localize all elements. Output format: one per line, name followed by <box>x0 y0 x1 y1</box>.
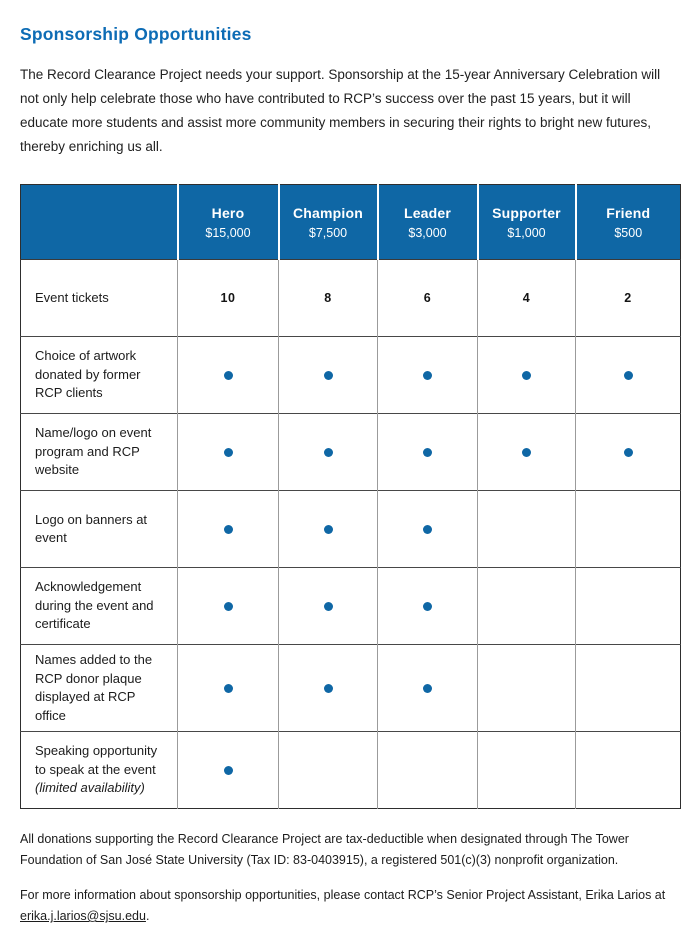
page-title: Sponsorship Opportunities <box>20 24 252 44</box>
benefit-included-cell <box>278 490 378 568</box>
benefit-included-cell <box>177 731 279 809</box>
benefit-included-cell <box>278 567 378 645</box>
benefit-empty-cell <box>278 731 378 809</box>
benefit-included-cell <box>377 490 478 568</box>
intro-paragraph: The Record Clearance Project needs your … <box>20 67 661 154</box>
benefit-included-cell <box>377 413 478 491</box>
contact-text-prefix: For more information about sponsorship o… <box>20 888 666 902</box>
benefit-included-cell <box>575 413 681 491</box>
tier-header-blank <box>20 184 179 260</box>
tier-amount: $15,000 <box>205 225 251 240</box>
benefit-label: Choice of artwork donated by former RCP … <box>20 336 178 414</box>
included-dot-icon <box>423 448 432 458</box>
benefit-label: Logo on banners at event <box>20 490 178 568</box>
included-dot-icon <box>223 766 233 776</box>
contact-email-link[interactable]: erika.j.larios@sjsu.edu <box>20 909 146 923</box>
benefit-included-cell <box>477 336 576 414</box>
benefit-included-cell <box>177 413 279 491</box>
benefit-value-cell: 10 <box>177 259 279 337</box>
benefit-empty-cell <box>477 490 576 568</box>
benefit-included-cell <box>177 336 279 414</box>
tier-amount: $7,500 <box>308 225 348 240</box>
benefit-included-cell <box>278 413 378 491</box>
included-dot-icon <box>522 448 531 458</box>
benefits-table-body: Event tickets 10 8 6 4 2 Choice of artwork don… <box>20 259 681 809</box>
table-row: Event tickets 10 8 6 4 2 <box>20 259 681 337</box>
benefit-empty-cell <box>575 731 681 809</box>
sponsorship-benefits-table: Hero $15,000 Champion $7,500 Leader $3,000 Sup… <box>20 184 681 809</box>
benefit-included-cell <box>177 490 279 568</box>
tier-amount: $500 <box>614 225 643 240</box>
benefit-included-cell <box>477 413 576 491</box>
tier-amount: $1,000 <box>507 225 546 240</box>
tier-header-champion: Champion $7,500 <box>278 184 379 260</box>
included-dot-icon <box>623 448 633 458</box>
included-dot-icon <box>423 525 432 535</box>
included-dot-icon <box>323 684 333 694</box>
benefit-empty-cell <box>477 644 576 732</box>
tier-name: Supporter <box>492 204 561 221</box>
benefit-label: Speaking opportunity to speak at the eve… <box>20 731 178 809</box>
included-dot-icon <box>223 684 233 694</box>
table-row: Logo on banners at event <box>20 490 681 568</box>
benefit-label: Name/logo on event program and RCP websi… <box>20 413 178 491</box>
tier-header-row: Hero $15,000 Champion $7,500 Leader $3,000 Sup… <box>20 184 681 260</box>
contact-paragraph: For more information about sponsorship o… <box>20 885 680 927</box>
tier-name: Hero <box>211 204 245 221</box>
benefit-empty-cell <box>575 644 681 732</box>
included-dot-icon <box>323 602 333 612</box>
benefit-included-cell <box>377 644 478 732</box>
tier-header-leader: Leader $3,000 <box>377 184 479 260</box>
benefit-empty-cell <box>377 731 478 809</box>
tier-header-hero: Hero $15,000 <box>177 184 280 260</box>
included-dot-icon <box>323 448 333 458</box>
benefit-label: Event tickets <box>20 259 178 337</box>
benefit-value-cell: 2 <box>575 259 681 337</box>
tier-name: Champion <box>292 204 364 221</box>
tier-name: Friend <box>606 204 651 221</box>
benefit-included-cell <box>278 644 378 732</box>
table-row: Names added to the RCP donor plaque disp… <box>20 644 681 732</box>
included-dot-icon <box>223 448 233 458</box>
benefit-value-cell: 8 <box>278 259 378 337</box>
tax-deductible-note: All donations supporting the Record Clea… <box>20 832 629 867</box>
benefit-value-cell: 4 <box>477 259 576 337</box>
included-dot-icon <box>522 371 531 381</box>
included-dot-icon <box>423 602 432 612</box>
benefit-label: Acknowledgement during the event and cer… <box>20 567 178 645</box>
included-dot-icon <box>223 602 233 612</box>
included-dot-icon <box>223 371 233 381</box>
tier-name: Leader <box>403 204 452 221</box>
included-dot-icon <box>323 525 333 535</box>
benefit-included-cell <box>177 567 279 645</box>
benefit-empty-cell <box>575 567 681 645</box>
included-dot-icon <box>223 525 233 535</box>
included-dot-icon <box>423 684 432 694</box>
benefit-empty-cell <box>477 567 576 645</box>
included-dot-icon <box>423 371 432 381</box>
benefit-included-cell <box>575 336 681 414</box>
benefit-included-cell <box>278 336 378 414</box>
benefit-empty-cell <box>575 490 681 568</box>
benefit-note: (limited availability) <box>35 780 145 796</box>
benefit-included-cell <box>377 336 478 414</box>
table-row: Name/logo on event program and RCP websi… <box>20 413 681 491</box>
contact-text-suffix: . <box>145 909 150 923</box>
benefit-included-cell <box>177 644 279 732</box>
benefit-empty-cell <box>477 731 576 809</box>
table-row: Speaking opportunity to speak at the eve… <box>20 731 681 809</box>
tier-header-friend: Friend $500 <box>575 184 681 260</box>
tier-amount: $3,000 <box>408 225 447 240</box>
table-row: Choice of artwork donated by former RCP … <box>20 336 681 414</box>
tier-header-supporter: Supporter $1,000 <box>477 184 577 260</box>
benefit-value-cell: 6 <box>377 259 478 337</box>
included-dot-icon <box>323 371 333 381</box>
benefit-included-cell <box>377 567 478 645</box>
table-row: Acknowledgement during the event and cer… <box>20 567 681 645</box>
included-dot-icon <box>623 371 633 381</box>
benefit-label: Names added to the RCP donor plaque disp… <box>20 644 178 732</box>
